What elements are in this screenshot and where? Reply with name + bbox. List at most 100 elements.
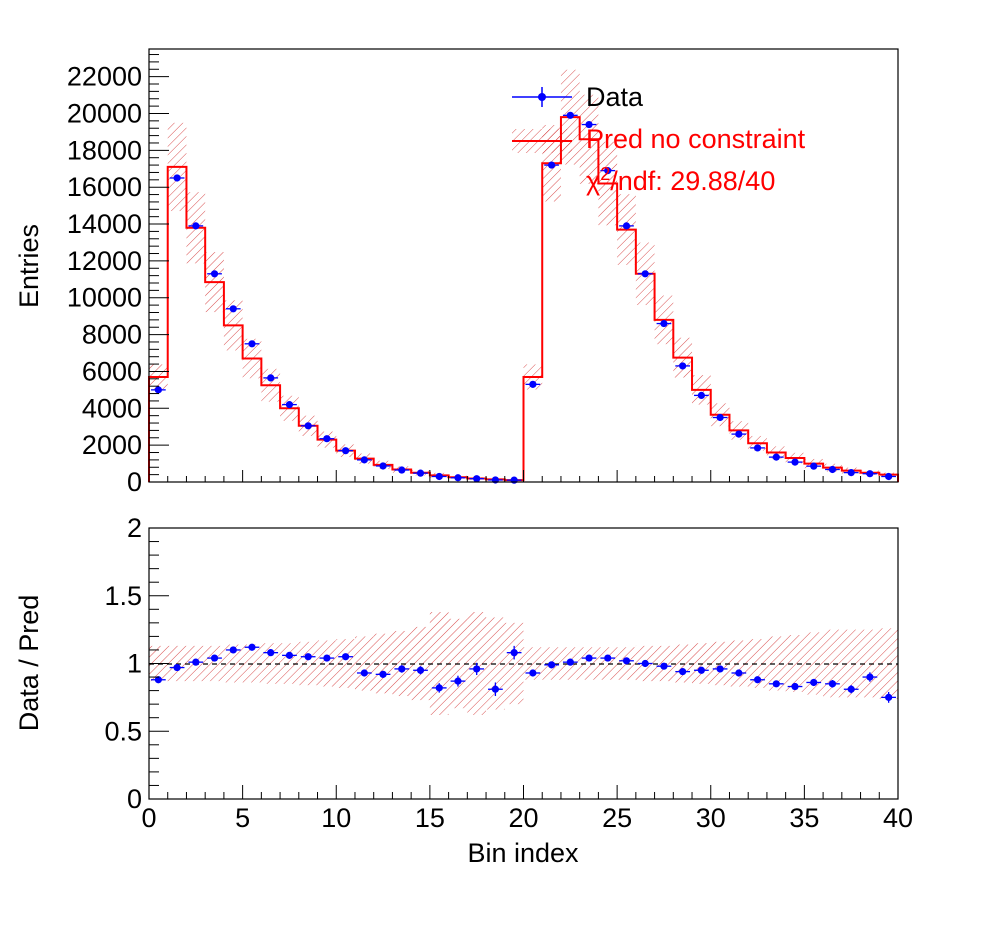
main-panel: 0 2000 4000 6000 8000 10000 12000 14000 16000 180… — [14, 48, 899, 497]
ratio-y-label: Data / Pred — [14, 595, 44, 732]
main-y-tick-label: 8000 — [82, 320, 142, 350]
main-y-tick-label: 4000 — [82, 393, 142, 423]
ratio-point — [656, 662, 672, 670]
data-point — [731, 430, 747, 438]
data-point — [843, 469, 859, 477]
ratio-band-bin — [785, 635, 805, 692]
data-point — [169, 174, 185, 182]
data-point — [881, 472, 896, 481]
ratio-point — [544, 661, 559, 669]
main-y-tick-label: 22000 — [67, 62, 142, 92]
main-y-tick-label: 10000 — [67, 283, 142, 313]
main-y-tick-label: 12000 — [67, 246, 142, 276]
x-tick-label: 0 — [141, 803, 156, 833]
ratio-band-bin — [280, 643, 299, 684]
ratio-point — [169, 663, 185, 672]
pred-histogram — [148, 116, 899, 482]
x-tick-label: 10 — [321, 803, 351, 833]
ratio-point — [731, 669, 747, 677]
ratio-point — [881, 691, 896, 703]
data-point — [450, 474, 466, 482]
ratio-band-bin — [598, 647, 618, 680]
data-point — [562, 111, 578, 119]
ratio-point — [375, 670, 391, 678]
main-y-tick-label: 18000 — [67, 135, 142, 165]
x-tick-label: 35 — [789, 803, 819, 833]
ratio-point — [282, 651, 297, 659]
ratio-frame — [148, 527, 899, 800]
ratio-band-bin — [748, 639, 767, 688]
ratio-point — [619, 657, 634, 665]
ratio-point — [787, 682, 803, 691]
ratio-point — [750, 676, 765, 684]
ratio-y-tick-label: 0 — [127, 784, 142, 814]
ratio-point — [525, 669, 541, 677]
ratio-y-tick-label: 2 — [127, 513, 142, 543]
ratio-point — [225, 646, 241, 654]
ratio-point — [506, 645, 522, 660]
main-y-tick-label: 6000 — [82, 356, 142, 386]
ratio-point — [581, 654, 597, 662]
data-point — [225, 305, 241, 313]
legend-data-marker — [512, 87, 572, 107]
ratio-band-bin — [504, 622, 524, 705]
ratio-point — [356, 669, 372, 677]
data-point — [768, 453, 784, 461]
data-point — [694, 391, 709, 399]
ratio-point — [263, 649, 279, 657]
x-tick-label: 20 — [508, 803, 538, 833]
ratio-point — [413, 666, 428, 675]
ratio-uncertainty-band — [149, 612, 898, 715]
chi2-label: χ2/ndf: 29.88/40 — [586, 164, 775, 196]
ratio-band-bin — [579, 647, 599, 680]
x-tick-label: 30 — [696, 803, 726, 833]
data-point — [282, 401, 297, 409]
ratio-point — [319, 654, 335, 662]
data-point — [637, 270, 653, 278]
legend-pred-label: Pred no constraint — [586, 124, 806, 154]
x-tick-label: 5 — [235, 803, 250, 833]
ratio-y-axis: 0 0.5 1 1.5 2 — [104, 513, 169, 814]
ratio-y-tick-label: 0.5 — [104, 716, 142, 746]
data-point — [300, 422, 316, 430]
ratio-band-bin — [804, 632, 824, 695]
data-point — [544, 161, 559, 169]
ratio-point — [562, 658, 578, 666]
data-point — [244, 340, 260, 348]
ratio-y-tick-label: 1.5 — [104, 581, 142, 611]
ratio-point — [450, 675, 466, 687]
ratio-point — [188, 658, 204, 666]
ratio-point — [300, 653, 316, 661]
ratio-band-bin — [823, 629, 842, 698]
ratio-point — [712, 665, 728, 673]
ratio-point — [244, 643, 260, 651]
data-point — [825, 465, 840, 474]
legend: Data Pred no constraint χ2/ndf: 29.88/40 — [512, 82, 806, 196]
x-tick-label: 40 — [883, 803, 913, 833]
data-point — [413, 469, 428, 477]
data-point — [151, 386, 166, 394]
data-point — [712, 413, 728, 422]
ratio-point — [768, 680, 784, 688]
data-point — [469, 475, 485, 483]
ratio-point — [338, 653, 353, 661]
ratio-point — [431, 683, 447, 693]
main-y-axis: 0 2000 4000 6000 8000 10000 12000 14000 16000 180… — [67, 54, 169, 497]
data-point — [787, 458, 803, 466]
ratio-point — [675, 668, 691, 676]
ratio-x-axis: 0 5 10 15 20 25 30 35 40 — [141, 785, 913, 833]
main-x-ticks — [148, 470, 899, 482]
data-point — [207, 270, 222, 278]
ratio-band-bin — [354, 636, 374, 691]
main-y-label: Entries — [14, 224, 44, 308]
data-point — [581, 120, 597, 129]
legend-pred-marker — [512, 129, 572, 153]
ratio-band-bin — [766, 636, 786, 691]
data-point — [263, 374, 279, 382]
data-point — [525, 380, 541, 388]
data-point — [506, 476, 522, 484]
data-point — [656, 319, 672, 328]
ratio-band-bin — [298, 641, 318, 686]
data-point — [619, 222, 634, 230]
